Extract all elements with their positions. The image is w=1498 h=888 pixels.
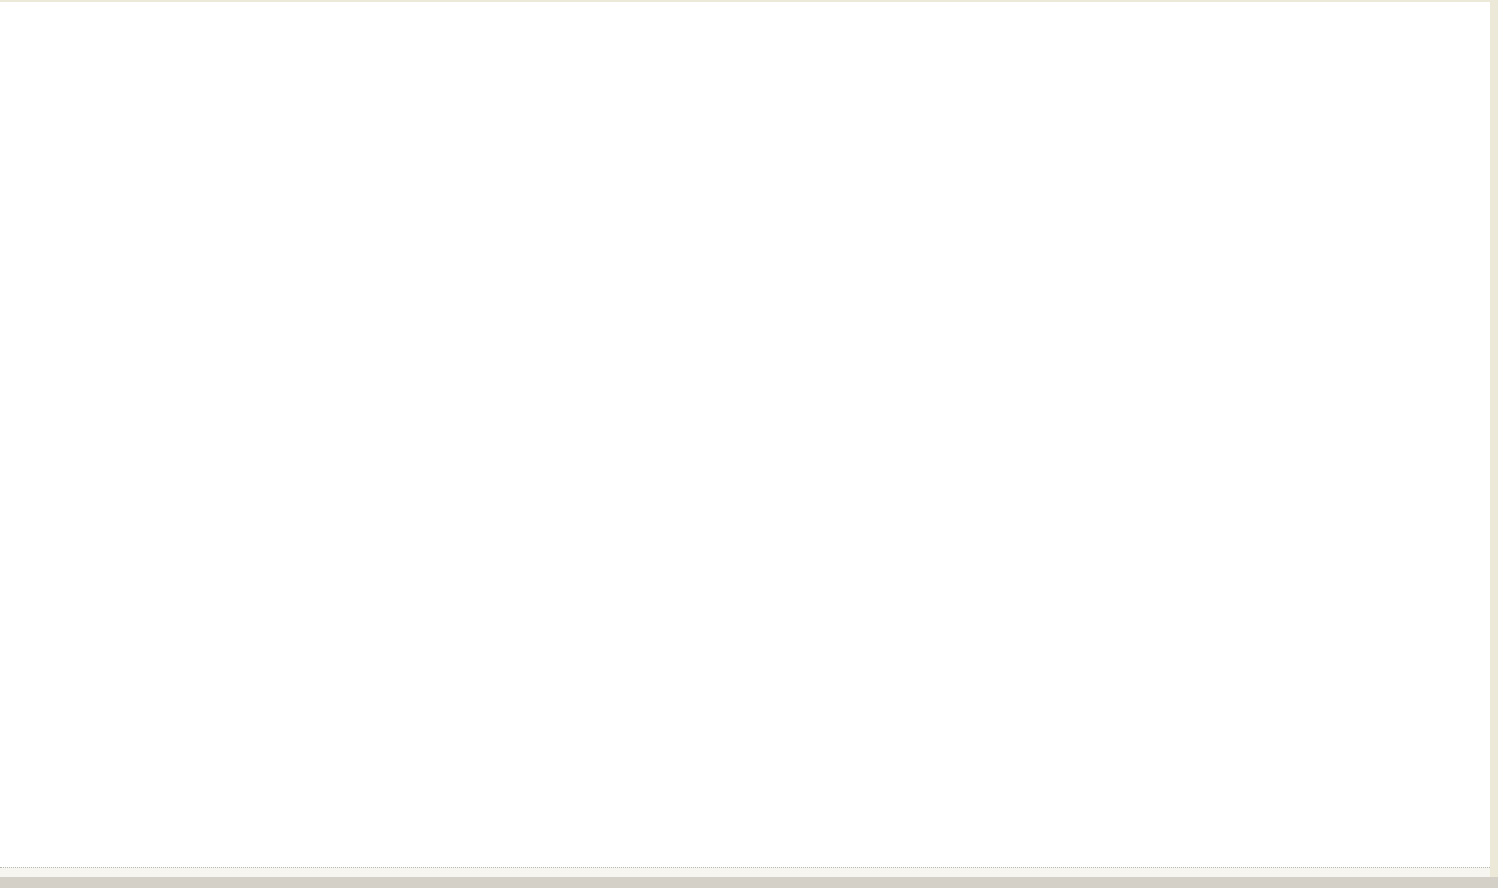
bottom-margin-strip (0, 867, 1490, 878)
sheet-tab-bar (0, 877, 1498, 888)
